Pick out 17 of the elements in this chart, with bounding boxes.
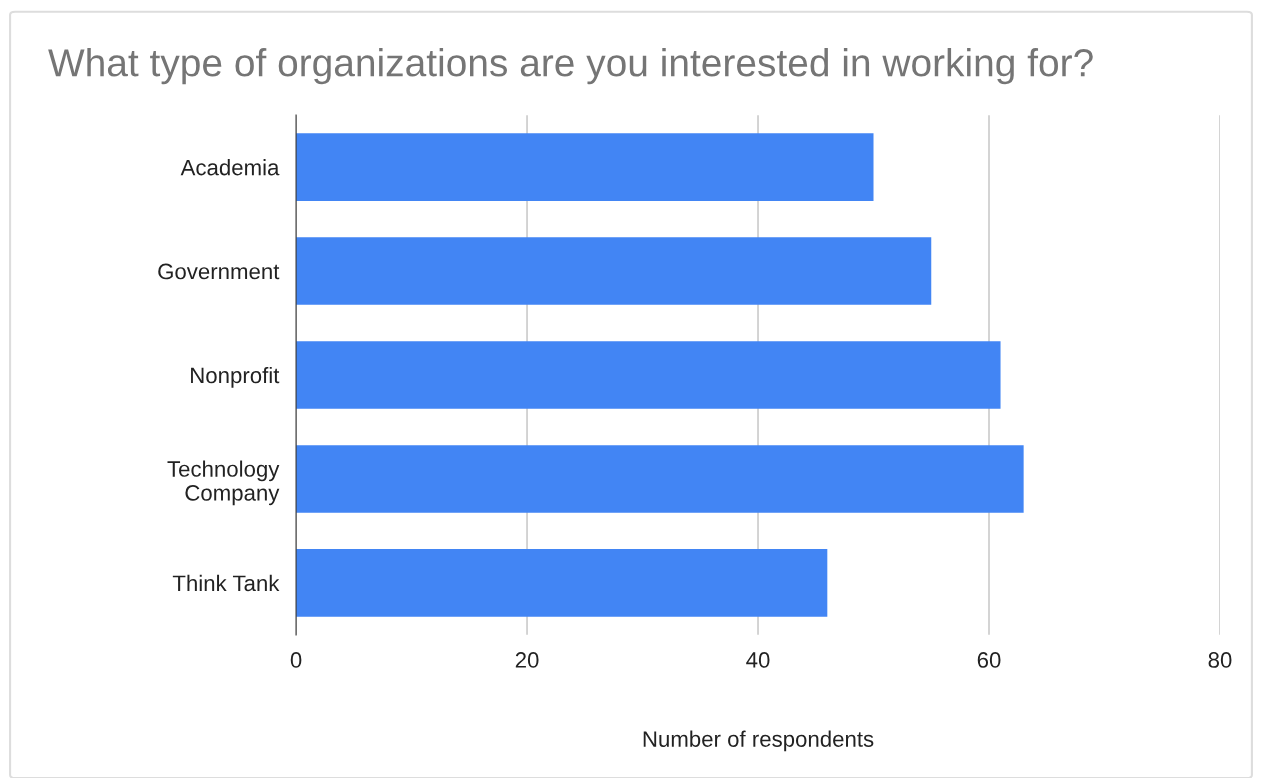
x-tick-label: 40	[746, 652, 770, 668]
y-tick-label: Technology Company	[167, 460, 280, 506]
x-tick-label: 20	[515, 652, 539, 668]
y-tick-label: Nonprofit	[191, 366, 280, 388]
x-tick-label: 60	[977, 652, 1001, 668]
x-axis-title: Number of respondents	[643, 730, 874, 752]
y-tick-label: Think Tank	[172, 574, 280, 592]
x-tick-label: 80	[1208, 652, 1232, 668]
bar	[296, 549, 828, 617]
chart-title: What type of organizations are you interested in working for?	[48, 48, 1093, 85]
bar	[296, 133, 874, 201]
x-tick-label: 0	[290, 652, 302, 668]
bar	[296, 445, 1024, 513]
bar	[296, 341, 1001, 409]
y-tick-label: Government	[158, 263, 280, 280]
y-tick-label: Academia	[180, 159, 280, 176]
bar	[296, 237, 932, 305]
